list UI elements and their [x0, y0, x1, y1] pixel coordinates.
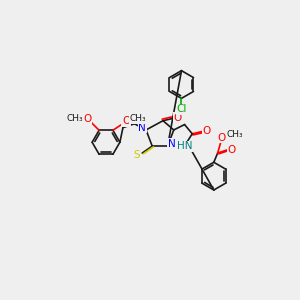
Text: Cl: Cl	[176, 104, 187, 114]
Text: O: O	[122, 116, 130, 126]
Text: CH₃: CH₃	[66, 114, 83, 123]
Text: CH₃: CH₃	[226, 130, 243, 139]
Text: CH₃: CH₃	[129, 114, 146, 123]
Text: O: O	[218, 133, 226, 142]
Text: HN: HN	[177, 141, 192, 151]
Text: O: O	[203, 127, 211, 136]
Text: O: O	[83, 115, 92, 124]
Text: S: S	[134, 150, 140, 160]
Text: O: O	[227, 145, 236, 155]
Text: N: N	[168, 139, 175, 149]
Text: N: N	[138, 123, 146, 133]
Text: O: O	[173, 112, 182, 123]
